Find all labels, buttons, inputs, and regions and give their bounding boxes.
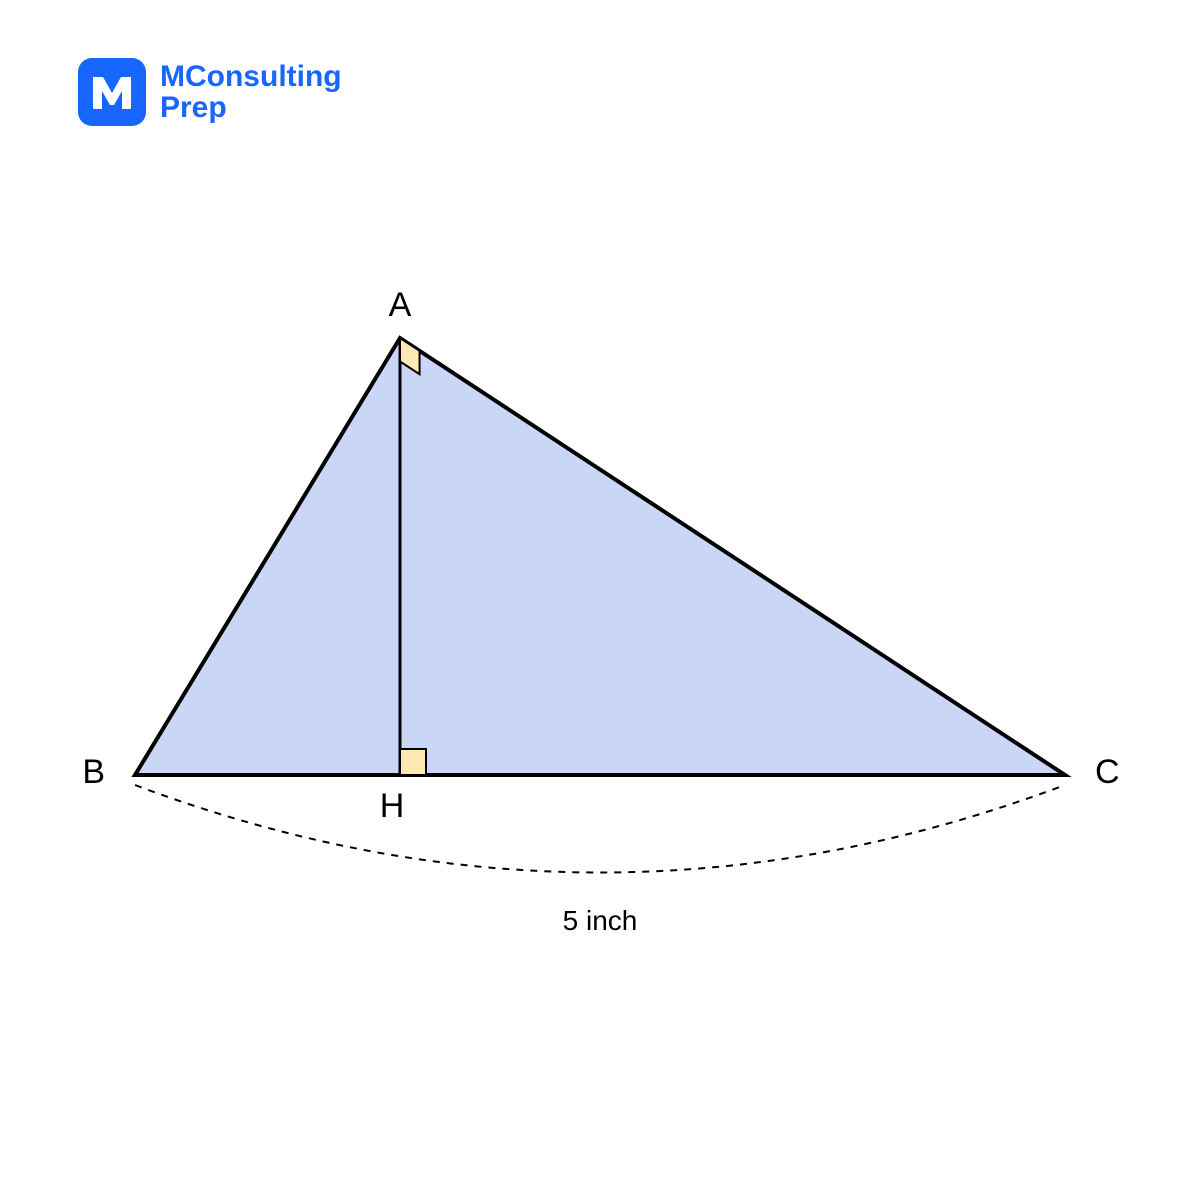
dimension-label: 5 inch <box>563 905 638 936</box>
right-angle-marker-h <box>400 749 426 775</box>
vertex-label-a: A <box>389 286 412 324</box>
figure-canvas: MConsulting Prep A B C H 5 inch <box>0 0 1200 1200</box>
vertex-label-b: B <box>82 753 105 791</box>
vertex-label-h: H <box>380 787 405 825</box>
triangle-abc <box>135 338 1065 775</box>
triangle-diagram: A B C H 5 inch <box>0 0 1200 1200</box>
vertex-label-c: C <box>1095 753 1120 791</box>
dimension-arc <box>135 785 1065 873</box>
